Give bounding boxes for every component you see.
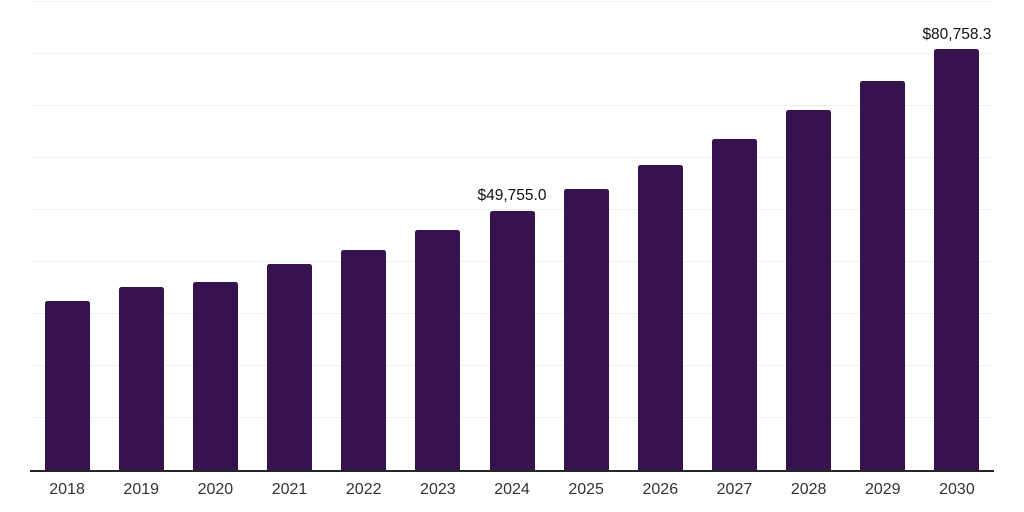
data-label-2030: $80,758.3 [922, 25, 992, 43]
gridline [30, 0, 994, 2]
bar-2030 [934, 49, 980, 470]
x-tick-label-2030: 2030 [939, 481, 975, 498]
bar-2019 [118, 286, 164, 470]
x-tick-label-2024: 2024 [494, 481, 530, 498]
x-tick-label-2022: 2022 [345, 481, 382, 498]
bar-2018 [44, 300, 90, 470]
bar-2021 [267, 264, 313, 470]
x-tick-label-2028: 2028 [790, 481, 827, 498]
gridline [30, 104, 994, 106]
bar-2020 [192, 281, 238, 470]
x-tick-label-2021: 2021 [271, 481, 308, 498]
x-tick-label-2027: 2027 [716, 481, 753, 498]
bar-2027 [711, 139, 757, 470]
gridline [30, 156, 994, 158]
x-tick-label-2020: 2020 [197, 481, 234, 498]
x-tick-label-2025: 2025 [568, 481, 604, 498]
gridline [30, 52, 994, 54]
x-tick-label-2029: 2029 [864, 481, 901, 498]
bar-2026 [637, 165, 683, 470]
x-tick-label-2023: 2023 [420, 481, 456, 498]
x-tick-label-2018: 2018 [49, 481, 85, 498]
gridline [30, 208, 994, 210]
bar-2023 [415, 230, 461, 470]
bar-2022 [341, 249, 387, 470]
plot-area: $49,755.0 $80,758.3 [30, 0, 994, 470]
bar-2024 [489, 210, 535, 470]
data-label-2024: $49,755.0 [477, 187, 547, 205]
bar-2025 [563, 188, 609, 470]
bar-2028 [786, 110, 832, 470]
bar-2029 [860, 80, 906, 470]
x-axis-line [30, 470, 994, 472]
x-tick-label-2019: 2019 [123, 481, 160, 498]
x-tick-label-2026: 2026 [642, 481, 679, 498]
x-axis-tick-labels: 2018 2019 2020 2021 2022 2023 2024 2025 2026 2027… [30, 481, 994, 505]
